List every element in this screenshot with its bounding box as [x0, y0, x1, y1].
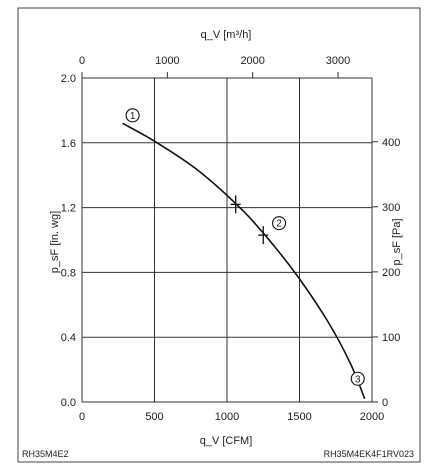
- fan-curve-line: [122, 122, 366, 400]
- y-tick-label-left: 0.8: [61, 267, 76, 279]
- x-tick-label-bottom: 500: [145, 411, 163, 423]
- y-tick-label-left: 0.0: [61, 397, 76, 409]
- curve-marker-1: [125, 108, 140, 123]
- x-tick-label-top: 3000: [326, 55, 350, 67]
- curve-marker-label: 2: [276, 219, 282, 230]
- footer-code-right: RH35M4EK4F1RV023: [324, 449, 414, 459]
- curve-marker-label: 3: [355, 374, 361, 385]
- y-tick-label-left: 0.4: [61, 332, 76, 344]
- x-tick-label-top: 1000: [155, 55, 179, 67]
- marker-layer: 1 2 3: [125, 108, 365, 386]
- y-tick-label-right: 400: [382, 137, 400, 149]
- footer-code-left: RH35M4E2: [22, 449, 69, 459]
- y-tick-label-right: 100: [382, 332, 400, 344]
- y-axis-label-right: p_sF [Pa]: [391, 218, 403, 265]
- grid: [81, 72, 378, 403]
- x-tick-label-bottom: 1000: [215, 411, 239, 423]
- y-tick-label-right: 0: [382, 397, 388, 409]
- curve-layer: [122, 122, 366, 400]
- x-axis-label-bottom: q_V [CFM]: [200, 435, 253, 447]
- y-tick-label-left: 1.6: [61, 138, 76, 150]
- y-tick-label-right: 200: [382, 267, 400, 279]
- y-axis-label-left: p_sF [in. wg]: [49, 211, 61, 273]
- y-tick-label-right: 300: [382, 202, 400, 214]
- x-axis-label-top: q_V [m³/h]: [201, 29, 252, 41]
- x-tick-label-bottom: 2000: [360, 411, 384, 423]
- curve-marker-2: [271, 216, 287, 231]
- x-tick-label-top: 2000: [240, 55, 264, 67]
- curve-marker-3: [350, 371, 365, 386]
- chart-frame: [17, 7, 421, 463]
- x-tick-label-top: 0: [79, 55, 85, 67]
- y-tick-label-left: 1.2: [61, 203, 76, 215]
- curve-marker-label: 1: [130, 111, 136, 122]
- x-tick-label-bottom: 1500: [287, 411, 311, 423]
- x-tick-label-bottom: 0: [79, 411, 85, 423]
- y-tick-label-left: 2.0: [61, 73, 76, 85]
